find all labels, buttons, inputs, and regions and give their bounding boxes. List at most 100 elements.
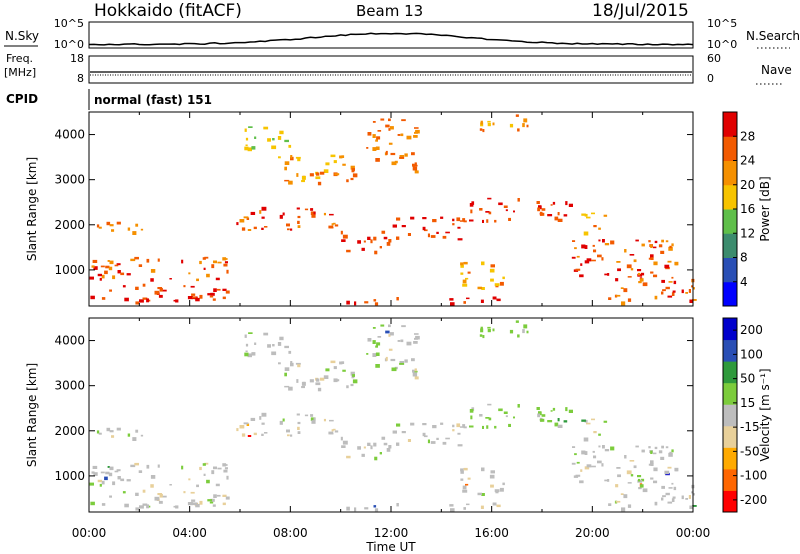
velocity-cell bbox=[132, 437, 137, 441]
velocity-cell bbox=[213, 494, 217, 498]
velocity-cell bbox=[216, 494, 221, 497]
velocity-cell bbox=[568, 409, 573, 413]
power-cell bbox=[140, 228, 144, 231]
velocity-cell bbox=[279, 420, 283, 425]
velocity-cell bbox=[284, 345, 289, 349]
power-cell bbox=[610, 240, 615, 245]
colorbar-tick-label: 15 bbox=[740, 396, 755, 410]
velocity-cell bbox=[211, 470, 215, 475]
power-cell bbox=[668, 281, 673, 283]
power-cell bbox=[244, 128, 247, 132]
velocity-cell bbox=[459, 426, 464, 428]
velocity-cell bbox=[117, 476, 121, 480]
velocity-cell bbox=[370, 445, 373, 450]
power-cell bbox=[354, 301, 357, 306]
x-tick-label: 00:00 bbox=[676, 526, 711, 540]
power-cell bbox=[479, 128, 483, 131]
power-cell bbox=[222, 296, 226, 300]
velocity-cell bbox=[224, 467, 228, 470]
velocity-cell bbox=[191, 499, 196, 502]
velocity-cell bbox=[669, 451, 672, 454]
power-cell bbox=[660, 250, 665, 254]
power-cell bbox=[470, 209, 473, 214]
velocity-cell bbox=[452, 424, 455, 428]
power-cell bbox=[671, 243, 674, 247]
velocity-cell bbox=[672, 496, 676, 499]
nsky-right-label: N.Search bbox=[746, 29, 800, 43]
colorbar-tick-label: 4 bbox=[740, 275, 748, 289]
power-cell bbox=[169, 278, 172, 280]
velocity-cell bbox=[602, 445, 605, 449]
velocity-cell bbox=[400, 339, 404, 343]
velocity-cell bbox=[374, 456, 378, 461]
velocity-cell bbox=[490, 484, 494, 488]
velocity-cell bbox=[673, 486, 677, 491]
power-cell bbox=[301, 180, 305, 183]
power-cell bbox=[629, 254, 635, 256]
velocity-cell bbox=[342, 369, 346, 372]
power-cell bbox=[297, 220, 300, 224]
velocity-cell bbox=[313, 417, 316, 421]
velocity-panel-frame bbox=[88, 317, 694, 513]
power-cell bbox=[224, 261, 228, 264]
velocity-cell bbox=[641, 478, 645, 482]
power-cell bbox=[586, 258, 592, 262]
velocity-cell bbox=[134, 462, 139, 466]
velocity-cell bbox=[215, 483, 220, 487]
velocity-cell bbox=[650, 450, 653, 454]
velocity-cell bbox=[297, 431, 301, 434]
velocity-cell bbox=[586, 464, 592, 468]
nsky-trace bbox=[88, 32, 694, 46]
power-cell bbox=[449, 298, 454, 301]
velocity-cell bbox=[598, 433, 601, 436]
power-cell bbox=[410, 216, 415, 220]
velocity-cell bbox=[591, 418, 595, 421]
velocity-cell bbox=[111, 435, 115, 438]
velocity-cell bbox=[250, 417, 256, 421]
power-cell bbox=[311, 214, 316, 218]
power-cell bbox=[287, 228, 290, 231]
velocity-cell bbox=[626, 470, 632, 475]
power-cell bbox=[135, 286, 139, 290]
power-cell bbox=[334, 173, 340, 176]
velocity-ylabel: Slant Range [km] bbox=[25, 363, 39, 467]
velocity-cell bbox=[98, 432, 102, 435]
power-cell bbox=[432, 219, 437, 223]
power-colorbar: 4 8 12 16 20 24 28 bbox=[722, 111, 755, 307]
power-cell bbox=[503, 205, 508, 208]
velocity-cell bbox=[482, 425, 484, 429]
power-cell bbox=[602, 239, 605, 243]
velocity-cell bbox=[536, 407, 540, 410]
velocity-cell bbox=[135, 492, 139, 496]
power-cell bbox=[196, 278, 199, 282]
velocity-cell bbox=[206, 479, 210, 484]
power-cell bbox=[414, 170, 419, 174]
power-cell bbox=[496, 298, 501, 302]
power-cell bbox=[195, 297, 200, 302]
power-cell bbox=[241, 227, 246, 231]
power-cell bbox=[346, 300, 350, 305]
velocity-cell bbox=[334, 379, 340, 382]
cpid-label: CPID bbox=[6, 92, 38, 106]
velocity-cell bbox=[286, 429, 290, 433]
power-cell bbox=[615, 278, 619, 282]
power-cell bbox=[413, 135, 418, 138]
power-cell bbox=[372, 134, 376, 138]
power-cell bbox=[157, 258, 160, 262]
velocity-cell bbox=[107, 466, 110, 468]
velocity-cell bbox=[488, 417, 492, 421]
power-cell bbox=[487, 123, 491, 127]
power-cell bbox=[181, 259, 184, 264]
velocity-cell bbox=[630, 474, 634, 477]
power-cell bbox=[568, 203, 573, 207]
power-cell bbox=[112, 275, 116, 280]
velocity-cell bbox=[288, 386, 293, 391]
velocity-cell bbox=[150, 475, 156, 479]
velocity-cell bbox=[462, 489, 468, 493]
power-cell bbox=[557, 218, 563, 222]
velocity-cell bbox=[460, 468, 464, 472]
power-cell bbox=[187, 296, 193, 300]
power-cell bbox=[248, 126, 253, 128]
velocity-cell bbox=[142, 503, 148, 506]
power-cell bbox=[142, 297, 148, 300]
